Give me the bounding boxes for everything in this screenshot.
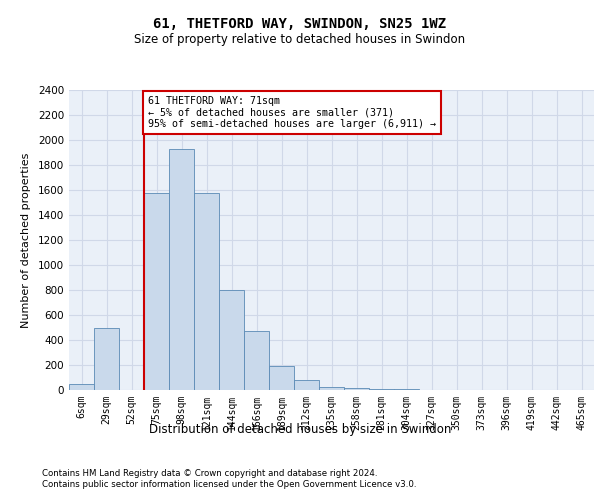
Bar — [144, 192, 169, 390]
Text: 61, THETFORD WAY, SWINDON, SN25 1WZ: 61, THETFORD WAY, SWINDON, SN25 1WZ — [154, 18, 446, 32]
Y-axis label: Number of detached properties: Number of detached properties — [21, 152, 31, 328]
Bar — [194, 192, 219, 390]
Bar — [319, 386, 344, 390]
Bar — [269, 366, 294, 390]
Bar — [219, 290, 244, 390]
Text: Contains HM Land Registry data © Crown copyright and database right 2024.: Contains HM Land Registry data © Crown c… — [42, 468, 377, 477]
Bar — [94, 328, 119, 390]
Bar — [169, 149, 194, 390]
Text: 61 THETFORD WAY: 71sqm
← 5% of detached houses are smaller (371)
95% of semi-det: 61 THETFORD WAY: 71sqm ← 5% of detached … — [148, 96, 436, 130]
Text: Contains public sector information licensed under the Open Government Licence v3: Contains public sector information licen… — [42, 480, 416, 489]
Text: Distribution of detached houses by size in Swindon: Distribution of detached houses by size … — [149, 422, 451, 436]
Text: Size of property relative to detached houses in Swindon: Size of property relative to detached ho… — [134, 32, 466, 46]
Bar — [69, 384, 94, 390]
Bar — [294, 380, 319, 390]
Bar — [344, 388, 369, 390]
Bar — [244, 331, 269, 390]
